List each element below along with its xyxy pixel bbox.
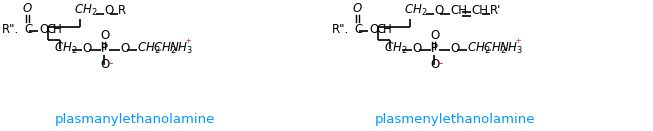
Text: $^+$: $^+$: [184, 38, 192, 48]
Text: CH: CH: [450, 4, 467, 17]
Text: C: C: [354, 23, 362, 36]
Text: O: O: [100, 58, 109, 70]
Text: O: O: [450, 42, 459, 55]
Text: $CH_2$: $CH_2$: [153, 41, 176, 56]
Text: O: O: [430, 58, 439, 70]
Text: R".: R".: [332, 23, 349, 36]
Text: $^{-}$: $^{-}$: [437, 61, 444, 72]
Text: O: O: [39, 23, 48, 36]
Text: R: R: [118, 4, 126, 17]
Text: O: O: [120, 42, 129, 55]
Text: $CH_2$: $CH_2$: [137, 41, 161, 56]
Text: C: C: [24, 23, 32, 36]
Text: O: O: [412, 42, 421, 55]
Text: H: H: [53, 23, 62, 36]
Text: $^+$: $^+$: [514, 38, 522, 48]
Text: plasmenylethanolamine: plasmenylethanolamine: [375, 113, 535, 126]
Text: R".: R".: [2, 23, 19, 36]
Text: $NH_3$: $NH_3$: [499, 41, 523, 56]
Text: O: O: [100, 29, 109, 42]
Text: $CH_2$: $CH_2$: [54, 41, 78, 56]
Text: $CH_2$: $CH_2$: [384, 41, 407, 56]
Text: O: O: [369, 23, 378, 36]
Text: $CH_2$: $CH_2$: [74, 3, 97, 18]
Text: P: P: [431, 42, 438, 55]
Text: $CH_2$: $CH_2$: [483, 41, 507, 56]
Text: $^{-}$: $^{-}$: [107, 61, 114, 72]
Text: $CH_2$: $CH_2$: [404, 3, 428, 18]
Text: C: C: [376, 23, 384, 36]
Text: H: H: [383, 23, 392, 36]
Text: plasmanylethanolamine: plasmanylethanolamine: [55, 113, 215, 126]
Text: $O$: $O$: [22, 2, 33, 15]
Text: O: O: [104, 4, 113, 17]
Text: O: O: [434, 4, 443, 17]
Text: CH: CH: [471, 4, 488, 17]
Text: $O$: $O$: [352, 2, 363, 15]
Text: C: C: [46, 23, 54, 36]
Text: R': R': [490, 4, 502, 17]
Text: O: O: [82, 42, 91, 55]
Text: O: O: [430, 29, 439, 42]
Text: $CH_2$: $CH_2$: [467, 41, 490, 56]
Text: P: P: [101, 42, 108, 55]
Text: $NH_3$: $NH_3$: [169, 41, 193, 56]
